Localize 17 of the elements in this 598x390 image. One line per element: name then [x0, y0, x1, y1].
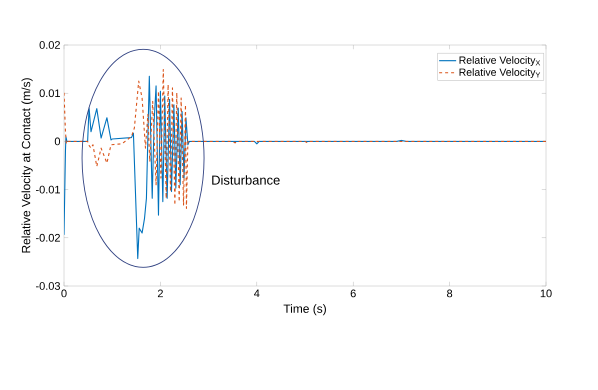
y-axis-title: Relative Velocity at Contact (m/s) [22, 78, 33, 253]
x-tick-label: 2 [158, 290, 163, 298]
y-tick-label: -0.02 [36, 234, 60, 242]
y-tick-label: 0 [54, 138, 60, 146]
legend-label: Relative Velocity$_{X}$ [460, 56, 540, 66]
x-tick-label: 0 [61, 290, 67, 298]
y-tick-label: 0.01 [40, 89, 60, 98]
y-tick-label: -0.03 [36, 282, 60, 290]
x-tick-label: 6 [350, 290, 356, 298]
x-tick-label: 10 [540, 290, 552, 298]
y-tick-label: 0.02 [40, 41, 60, 49]
legend-label: Relative Velocity$_{Y}$ [460, 68, 540, 78]
y-tick-label: -0.01 [36, 186, 60, 194]
x-tick-label: 8 [447, 290, 452, 298]
x-axis-title: Time (s) [284, 304, 326, 316]
annotation: Disturbance [212, 175, 280, 185]
x-tick-label: 4 [254, 290, 260, 298]
